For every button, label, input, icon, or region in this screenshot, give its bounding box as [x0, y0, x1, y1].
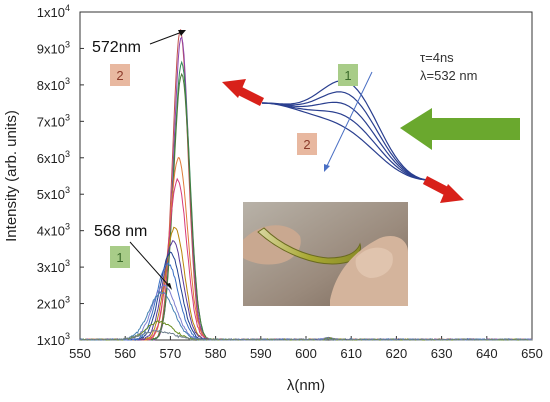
- red-arrow-left-shaft: [235, 85, 265, 107]
- annotation-568nm-arrow: [129, 241, 171, 288]
- x-tick-label: 570: [160, 346, 182, 361]
- inset-curve: [262, 80, 429, 181]
- green-arrow: [400, 108, 520, 150]
- y-tick-label: 5x103: [37, 185, 70, 202]
- x-tick-label: 650: [521, 346, 543, 361]
- red-arrow-left-head: [222, 79, 246, 98]
- badge-2-left-text: 2: [116, 68, 123, 83]
- y-tick-label: 3x103: [37, 258, 70, 275]
- y-tick-label: 1x103: [37, 331, 70, 348]
- annotation-572nm: 572nm: [92, 39, 141, 56]
- badge-1-inset-bg: [338, 64, 358, 86]
- annotation-572nm-arrow: [149, 31, 183, 45]
- badge-2-inset-text: 2: [303, 137, 310, 152]
- badge-1-inset: 1: [338, 64, 358, 86]
- inset-curve: [261, 101, 429, 181]
- y-axis-title: Intensity (arb. units): [3, 110, 20, 242]
- y-tick-label: 6x103: [37, 149, 70, 166]
- inset-thin-arrowhead: [324, 164, 330, 172]
- x-tick-label: 600: [295, 346, 317, 361]
- badge-1-left-bg: [110, 246, 130, 268]
- y-axis-ticks: 1x103 2x103 3x103 4x103 5x103 6x103 7x103 8x103…: [37, 3, 84, 348]
- badge-1-left: 1: [110, 246, 130, 268]
- inset-curve: [262, 91, 429, 181]
- badge-2-inset: 2: [297, 133, 317, 155]
- badge-1-left-text: 1: [116, 250, 123, 265]
- x-tick-label: 620: [386, 346, 408, 361]
- photo-left-thumb: [243, 225, 301, 265]
- inset-curve: [261, 102, 429, 181]
- inset-diagram: 1 2 τ=4ns λ=532 nm: [222, 50, 520, 203]
- x-tick-label: 610: [340, 346, 362, 361]
- y-tick-label: 4x103: [37, 222, 70, 239]
- badge-2-inset-bg: [297, 133, 317, 155]
- series-group: [79, 29, 533, 341]
- red-arrow-right: [422, 176, 464, 203]
- x-tick-label: 640: [476, 346, 498, 361]
- x-tick-label: 590: [250, 346, 272, 361]
- photo-right-finger: [355, 247, 393, 278]
- tau-label: τ=4ns: [420, 50, 454, 65]
- x-tick-label: 580: [205, 346, 227, 361]
- x-tick-label: 630: [431, 346, 453, 361]
- annotation-568nm-arrowhead: [166, 283, 172, 290]
- x-axis-title: λ(nm): [287, 377, 325, 394]
- y-tick-label: 1x104: [37, 3, 70, 20]
- photo-inset: [243, 202, 408, 306]
- series-line: [79, 329, 533, 341]
- lambda-label: λ=532 nm: [420, 68, 477, 83]
- y-tick-label: 9x103: [37, 39, 70, 56]
- annotation-572nm-arrowhead: [178, 30, 186, 36]
- inset-thin-arrow: [325, 71, 373, 169]
- y-tick-label: 7x103: [37, 112, 70, 129]
- badge-1-inset-text: 1: [344, 68, 351, 83]
- badge-2-left: 2: [110, 64, 130, 86]
- y-tick-label: 8x103: [37, 76, 70, 93]
- red-arrow-left: [222, 79, 265, 107]
- x-tick-label: 550: [69, 346, 91, 361]
- y-tick-label: 2x103: [37, 295, 70, 312]
- badge-2-left-bg: [110, 64, 130, 86]
- annotation-568nm: 568 nm: [94, 223, 147, 240]
- red-arrow-right-head: [440, 184, 464, 203]
- x-tick-label: 560: [114, 346, 136, 361]
- inset-curves: [261, 80, 429, 181]
- red-arrow-right-shaft: [422, 176, 451, 196]
